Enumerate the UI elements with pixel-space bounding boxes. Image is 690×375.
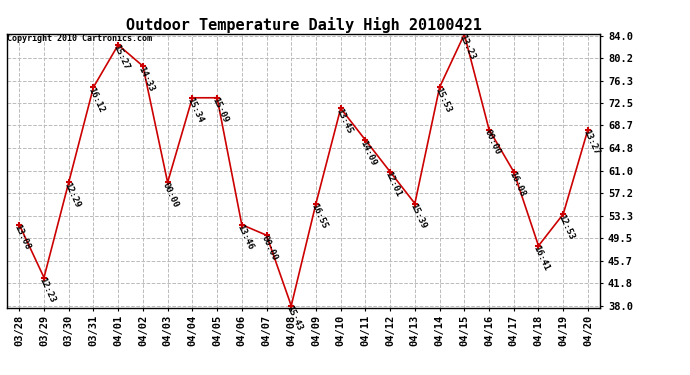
Text: 14:09: 14:09 <box>359 139 378 167</box>
Text: 00:00: 00:00 <box>482 128 502 156</box>
Text: Copyright 2010 Cartronics.com: Copyright 2010 Cartronics.com <box>7 34 152 43</box>
Text: 15:53: 15:53 <box>433 86 453 114</box>
Text: 15:27: 15:27 <box>111 44 131 72</box>
Text: 13:08: 13:08 <box>12 223 32 252</box>
Text: 15:09: 15:09 <box>210 96 230 124</box>
Text: 12:53: 12:53 <box>556 213 576 241</box>
Text: 16:08: 16:08 <box>507 170 526 199</box>
Text: 13:45: 13:45 <box>334 107 353 135</box>
Text: 12:29: 12:29 <box>62 181 81 209</box>
Text: 12:01: 12:01 <box>384 170 403 199</box>
Text: 13:46: 13:46 <box>235 223 255 252</box>
Text: 15:34: 15:34 <box>186 96 205 124</box>
Text: 13:23: 13:23 <box>457 33 477 61</box>
Text: 15:39: 15:39 <box>408 202 428 230</box>
Text: 13:27: 13:27 <box>581 128 601 156</box>
Text: 00:00: 00:00 <box>259 234 279 262</box>
Text: 16:12: 16:12 <box>87 86 106 114</box>
Text: 12:23: 12:23 <box>37 276 57 304</box>
Text: 16:41: 16:41 <box>532 244 551 273</box>
Text: 15:43: 15:43 <box>284 304 304 333</box>
Title: Outdoor Temperature Daily High 20100421: Outdoor Temperature Daily High 20100421 <box>126 16 482 33</box>
Text: 16:55: 16:55 <box>309 202 328 230</box>
Text: 00:00: 00:00 <box>161 181 180 209</box>
Text: 14:33: 14:33 <box>136 64 156 93</box>
